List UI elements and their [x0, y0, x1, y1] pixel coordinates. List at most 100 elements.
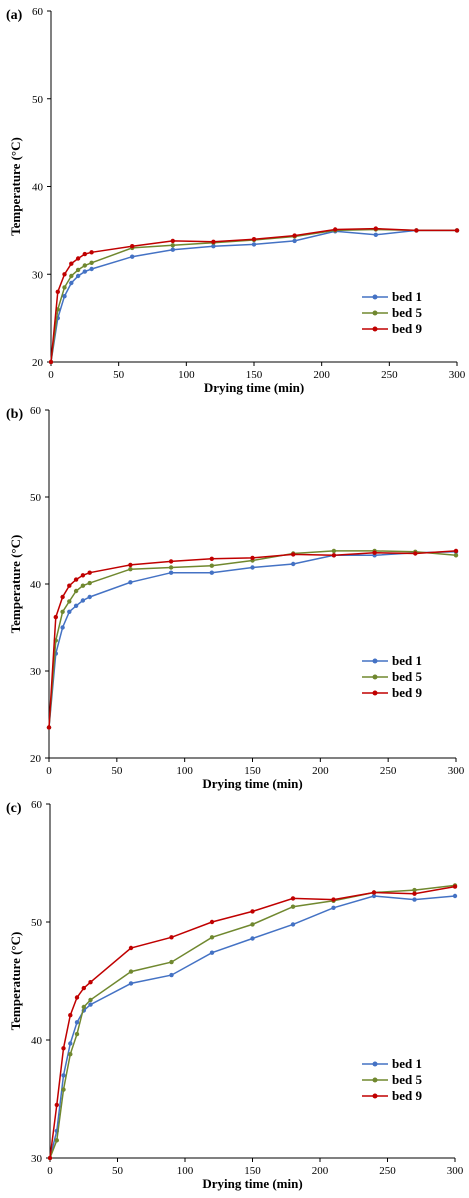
data-point — [74, 1031, 80, 1037]
panel-label: (a) — [6, 8, 23, 23]
data-point — [412, 887, 417, 893]
data-point — [80, 583, 86, 588]
data-point — [250, 555, 255, 561]
data-point — [372, 550, 377, 555]
x-tick-label: 50 — [112, 1165, 124, 1177]
series-line — [50, 227, 457, 363]
x-tick-label: 150 — [246, 369, 263, 381]
panel-label: (c) — [6, 801, 22, 816]
data-point — [68, 1041, 73, 1046]
data-point — [82, 269, 88, 274]
data-point — [209, 570, 214, 575]
y-tick-label: 30 — [31, 1153, 43, 1165]
data-point — [454, 228, 460, 233]
data-point — [292, 238, 297, 244]
data-point — [291, 552, 296, 557]
x-tick-label: 200 — [312, 765, 329, 777]
data-point — [47, 1155, 53, 1161]
y-tick-label: 20 — [30, 753, 42, 765]
data-point — [331, 905, 336, 910]
x-tick-label: 150 — [244, 765, 261, 777]
data-point — [54, 1102, 59, 1108]
data-point — [89, 260, 94, 265]
data-point — [61, 1087, 66, 1092]
data-point — [74, 1020, 80, 1025]
legend-label: bed 1 — [392, 1056, 422, 1071]
data-point — [168, 559, 174, 564]
panel-label: (b) — [6, 407, 23, 422]
data-point — [170, 238, 175, 244]
x-axis-label: Drying time (min) — [202, 776, 302, 791]
data-point — [291, 561, 296, 567]
x-tick-label: 0 — [47, 1165, 53, 1177]
x-axis-label: Drying time (min) — [204, 380, 304, 395]
data-point — [89, 266, 94, 272]
data-point — [67, 599, 72, 604]
data-point — [452, 893, 458, 899]
legend-swatch-marker — [372, 1093, 378, 1099]
data-point — [209, 919, 215, 925]
data-point — [60, 625, 65, 630]
y-tick-label: 50 — [30, 492, 42, 504]
y-tick-label: 30 — [30, 666, 42, 678]
data-point — [331, 897, 336, 902]
data-point — [130, 244, 135, 249]
legend-label: bed 9 — [392, 321, 422, 336]
data-point — [251, 237, 257, 242]
y-tick-label: 30 — [32, 269, 44, 281]
data-point — [211, 239, 216, 244]
data-point — [73, 588, 79, 594]
data-point — [371, 893, 377, 899]
data-point — [130, 254, 135, 259]
legend-swatch-marker — [372, 294, 378, 300]
data-point — [128, 567, 133, 572]
data-point — [88, 980, 93, 985]
x-tick-label: 250 — [381, 369, 398, 381]
data-point — [250, 909, 255, 914]
x-tick-label: 50 — [111, 765, 123, 777]
y-tick-label: 40 — [32, 182, 44, 194]
data-point — [251, 242, 257, 247]
data-point — [168, 570, 174, 575]
data-point — [68, 1013, 73, 1018]
x-tick-label: 100 — [176, 765, 193, 777]
data-point — [331, 553, 337, 558]
series-line — [48, 550, 457, 728]
x-tick-label: 0 — [46, 765, 52, 777]
data-point — [89, 250, 94, 255]
x-tick-label: 100 — [178, 369, 195, 381]
data-point — [128, 945, 134, 951]
series-line — [50, 228, 457, 363]
legend-label: bed 5 — [392, 1072, 422, 1087]
legend-label: bed 9 — [392, 685, 422, 700]
data-point — [209, 950, 215, 955]
data-point — [69, 273, 74, 279]
legend-swatch-marker — [372, 1077, 378, 1083]
data-point — [67, 609, 72, 614]
data-point — [414, 228, 419, 233]
x-tick-label: 50 — [113, 369, 125, 381]
data-point — [373, 226, 378, 231]
data-point — [80, 598, 86, 603]
data-point — [87, 570, 92, 575]
legend-swatch-marker — [372, 674, 378, 680]
data-point — [88, 997, 93, 1003]
x-tick-label: 0 — [48, 369, 54, 381]
data-point — [74, 995, 80, 1000]
data-point — [67, 583, 72, 588]
data-point — [373, 232, 378, 237]
data-point — [290, 922, 296, 927]
data-point — [87, 594, 92, 600]
y-tick-label: 50 — [32, 94, 44, 106]
data-point — [75, 256, 81, 261]
data-point — [128, 969, 134, 974]
data-point — [331, 548, 337, 554]
data-point — [250, 565, 255, 570]
legend-label: bed 5 — [392, 669, 422, 684]
x-axis-label: Drying time (min) — [202, 1176, 302, 1191]
y-axis-label: Temperature (°C) — [8, 535, 23, 634]
data-point — [290, 896, 296, 901]
data-point — [73, 603, 79, 608]
y-axis-label: Temperature (°C) — [8, 932, 23, 1031]
